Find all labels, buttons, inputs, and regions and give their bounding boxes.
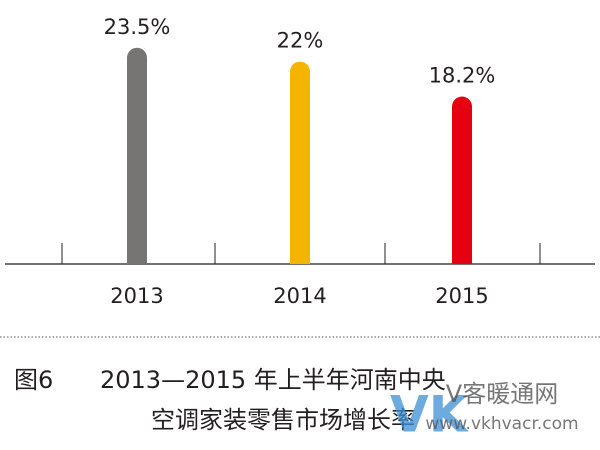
caption-line: 2013—2015 年上半年河南中央 (100, 366, 446, 394)
value-label: 23.5% (104, 15, 171, 39)
value-label: 22% (277, 29, 324, 53)
watermark-url: www.vkhvacr.com (425, 414, 578, 434)
bar (452, 96, 472, 264)
caption-line: 空调家装零售市场增长率 (151, 406, 415, 434)
figure-label: 图6 (14, 366, 53, 394)
value-label: 18.2% (429, 64, 496, 88)
bar (127, 47, 147, 264)
watermark-logo: VK (390, 386, 470, 444)
watermark-name: V客暖通网 (446, 380, 558, 408)
bar (290, 61, 310, 264)
axis-dividers (61, 243, 541, 264)
x-tick-label: 2015 (435, 284, 488, 308)
x-tick-label: 2013 (110, 284, 163, 308)
x-tick-label: 2014 (273, 284, 326, 308)
